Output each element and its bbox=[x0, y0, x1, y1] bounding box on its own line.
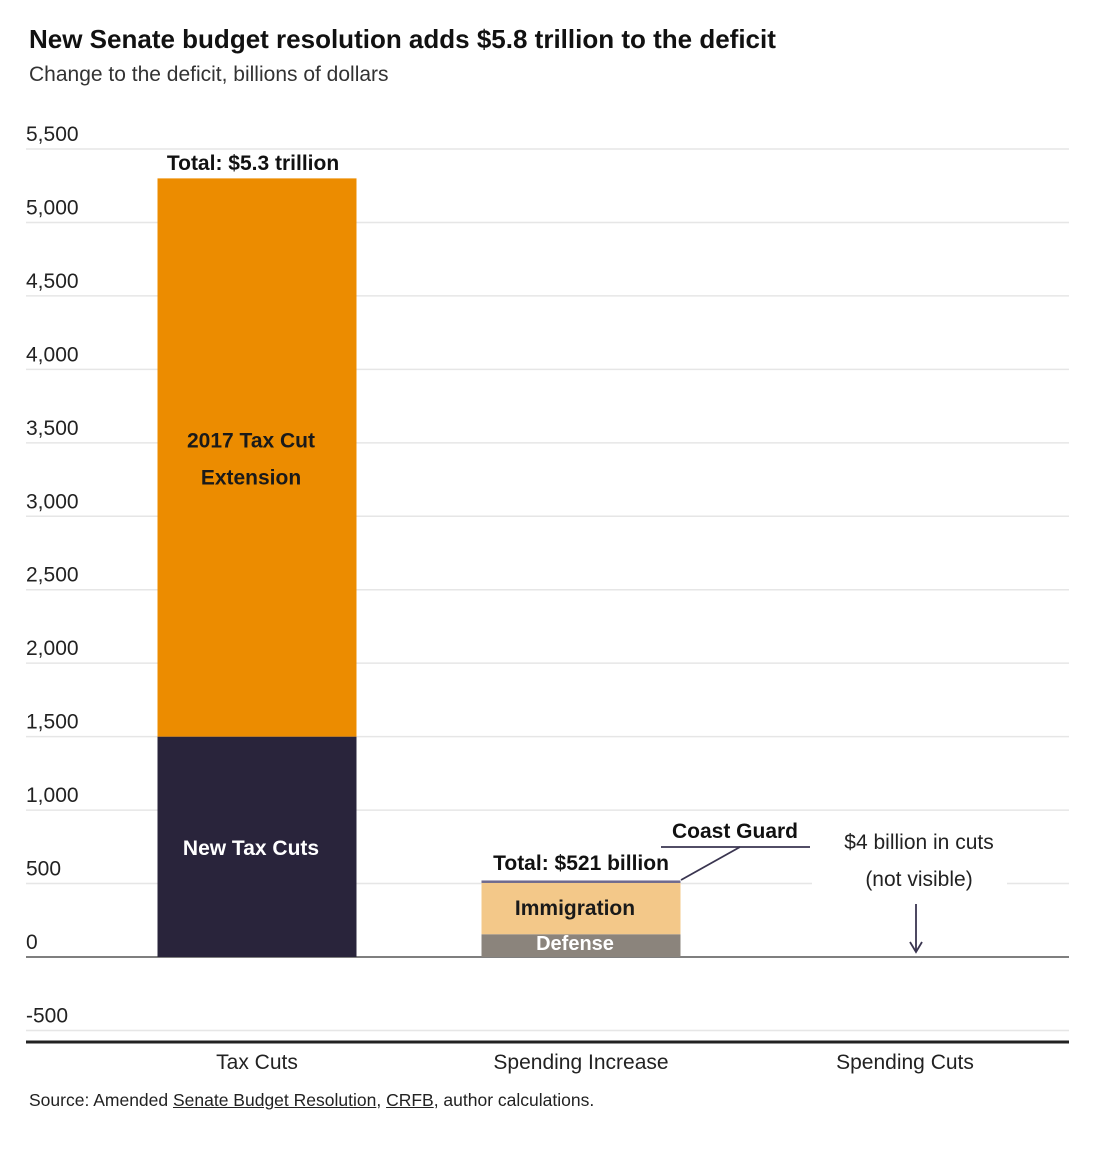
chart-subtitle: Change to the deficit, billions of dolla… bbox=[29, 63, 389, 86]
bar-segment-new-tax-cuts bbox=[157, 736, 357, 957]
y-tick-label: -500 bbox=[26, 1004, 68, 1027]
bar-segment-defense bbox=[481, 934, 681, 957]
total-label-tax-cuts: Total: $5.3 trillion bbox=[167, 152, 339, 175]
x-tick-label: Tax Cuts bbox=[216, 1051, 298, 1074]
y-tick-label: 1,000 bbox=[26, 784, 79, 807]
x-tick-label: Spending Increase bbox=[493, 1051, 668, 1074]
y-tick-label: 1,500 bbox=[26, 711, 79, 734]
coast-guard-label: Coast Guard bbox=[672, 820, 798, 843]
y-tick-label: 4,500 bbox=[26, 270, 79, 293]
bar-segment-2017-tax-cut-extension bbox=[157, 178, 357, 737]
segment-label: Immigration bbox=[515, 897, 635, 920]
source-link-senate-budget-resolution[interactable]: Senate Budget Resolution bbox=[172, 1090, 377, 1110]
y-tick-label: 500 bbox=[26, 858, 61, 881]
spending-cuts-note: (not visible) bbox=[865, 868, 972, 891]
arrow-head-icon bbox=[909, 941, 923, 954]
total-label-spending-increase: Total: $521 billion bbox=[493, 852, 669, 875]
note-background bbox=[812, 825, 1007, 895]
y-tick-label: 5,000 bbox=[26, 196, 79, 219]
bar-segment-coast-guard bbox=[481, 880, 681, 883]
source-prefix: Source: Amended bbox=[29, 1090, 173, 1110]
x-tick-label: Spending Cuts bbox=[836, 1051, 974, 1074]
y-tick-label: 5,500 bbox=[26, 123, 79, 146]
source-note: Source: Amended Senate Budget Resolution… bbox=[29, 1090, 594, 1111]
segment-label: Defense bbox=[536, 933, 614, 955]
segment-label: Extension bbox=[201, 467, 301, 490]
y-tick-label: 4,000 bbox=[26, 343, 79, 366]
chart-title: New Senate budget resolution adds $5.8 t… bbox=[29, 24, 776, 54]
spending-cuts-note: $4 billion in cuts bbox=[844, 831, 993, 854]
segment-label: New Tax Cuts bbox=[183, 837, 319, 860]
coast-guard-leader-line bbox=[680, 846, 810, 881]
y-tick-label: 2,000 bbox=[26, 637, 79, 660]
y-tick-label: 0 bbox=[26, 931, 38, 954]
y-tick-label: 2,500 bbox=[26, 564, 79, 587]
y-tick-label: 3,500 bbox=[26, 417, 79, 440]
source-link-crfb[interactable]: CRFB bbox=[386, 1090, 434, 1110]
source-suffix: , author calculations. bbox=[433, 1090, 595, 1110]
bar-segment-immigration bbox=[481, 882, 681, 935]
y-tick-label: 3,000 bbox=[26, 490, 79, 513]
segment-label: 2017 Tax Cut bbox=[187, 430, 315, 453]
source-separator: , bbox=[376, 1090, 387, 1110]
